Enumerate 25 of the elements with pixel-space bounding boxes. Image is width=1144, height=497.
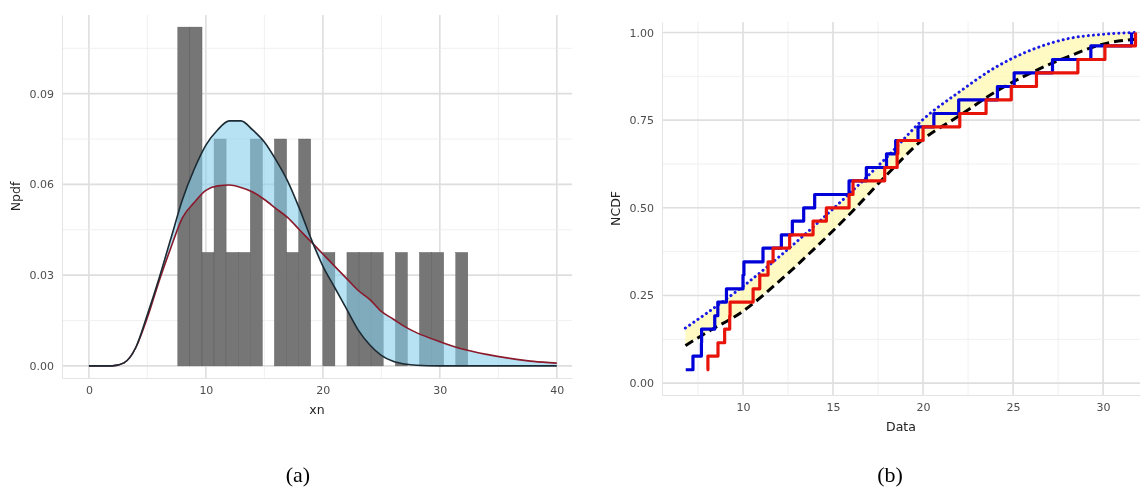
- y-tick-label: 0.25: [629, 289, 654, 303]
- x-axis-title: xn: [309, 402, 325, 417]
- y-tick-label: 0.75: [629, 114, 654, 128]
- y-tick-label: 0.00: [29, 359, 54, 373]
- text: (b): [877, 462, 903, 487]
- x-tick-label: 30: [1096, 400, 1111, 414]
- y-axis-title: Npdf: [8, 181, 23, 212]
- y-tick-label: 0.50: [629, 201, 654, 215]
- text: (a): [285, 462, 311, 487]
- x-tick-label: 20: [916, 400, 931, 414]
- x-axis-title: Data: [886, 419, 916, 434]
- y-tick-label: 1.00: [629, 26, 654, 40]
- y-tick-label: 0.06: [29, 178, 54, 192]
- y-axis-title: NCDF: [608, 191, 623, 226]
- y-tick-label: 0.00: [629, 377, 654, 391]
- x-tick-label: 0: [85, 383, 93, 397]
- x-tick-label: 10: [736, 400, 751, 414]
- x-tick-label: 15: [826, 400, 841, 414]
- y-tick-label: 0.09: [29, 87, 54, 101]
- x-tick-label: 10: [199, 383, 214, 397]
- x-tick-label: 25: [1006, 400, 1021, 414]
- y-tick-label: 0.03: [29, 269, 54, 283]
- x-tick-label: 40: [550, 383, 565, 397]
- x-tick-label: 30: [433, 383, 448, 397]
- x-tick-label: 20: [316, 383, 331, 397]
